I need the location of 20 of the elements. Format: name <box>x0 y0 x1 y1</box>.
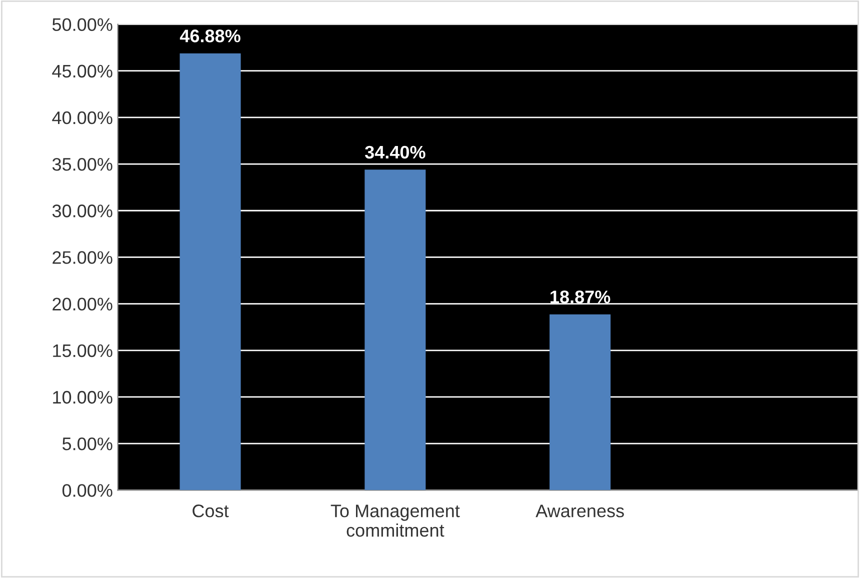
y-tick-label: 45.00% <box>52 64 112 78</box>
data-label: 46.88% <box>180 30 240 42</box>
y-tick-label: 35.00% <box>52 158 112 171</box>
bar <box>550 314 611 490</box>
x-tick-label: Cost <box>192 504 229 518</box>
y-tick-label: 20.00% <box>52 298 112 311</box>
y-tick-label: 10.00% <box>53 390 112 404</box>
y-tick-label: 0.00% <box>62 484 112 497</box>
x-tick-label: To Management commitment <box>330 504 460 537</box>
y-tick-label: 25.00% <box>52 251 112 264</box>
x-tick-label: Awareness <box>536 504 624 518</box>
bar <box>180 53 241 490</box>
y-tick-label: 50.00% <box>52 18 112 31</box>
y-tick-label: 30.00% <box>52 204 112 218</box>
y-tick-label: 5.00% <box>62 437 112 450</box>
bar <box>364 170 426 490</box>
y-tick-label: 15.00% <box>53 344 112 358</box>
data-label: 18.87% <box>550 290 610 304</box>
y-tick-label: 40.00% <box>52 111 112 124</box>
data-label: 34.40% <box>364 146 426 159</box>
